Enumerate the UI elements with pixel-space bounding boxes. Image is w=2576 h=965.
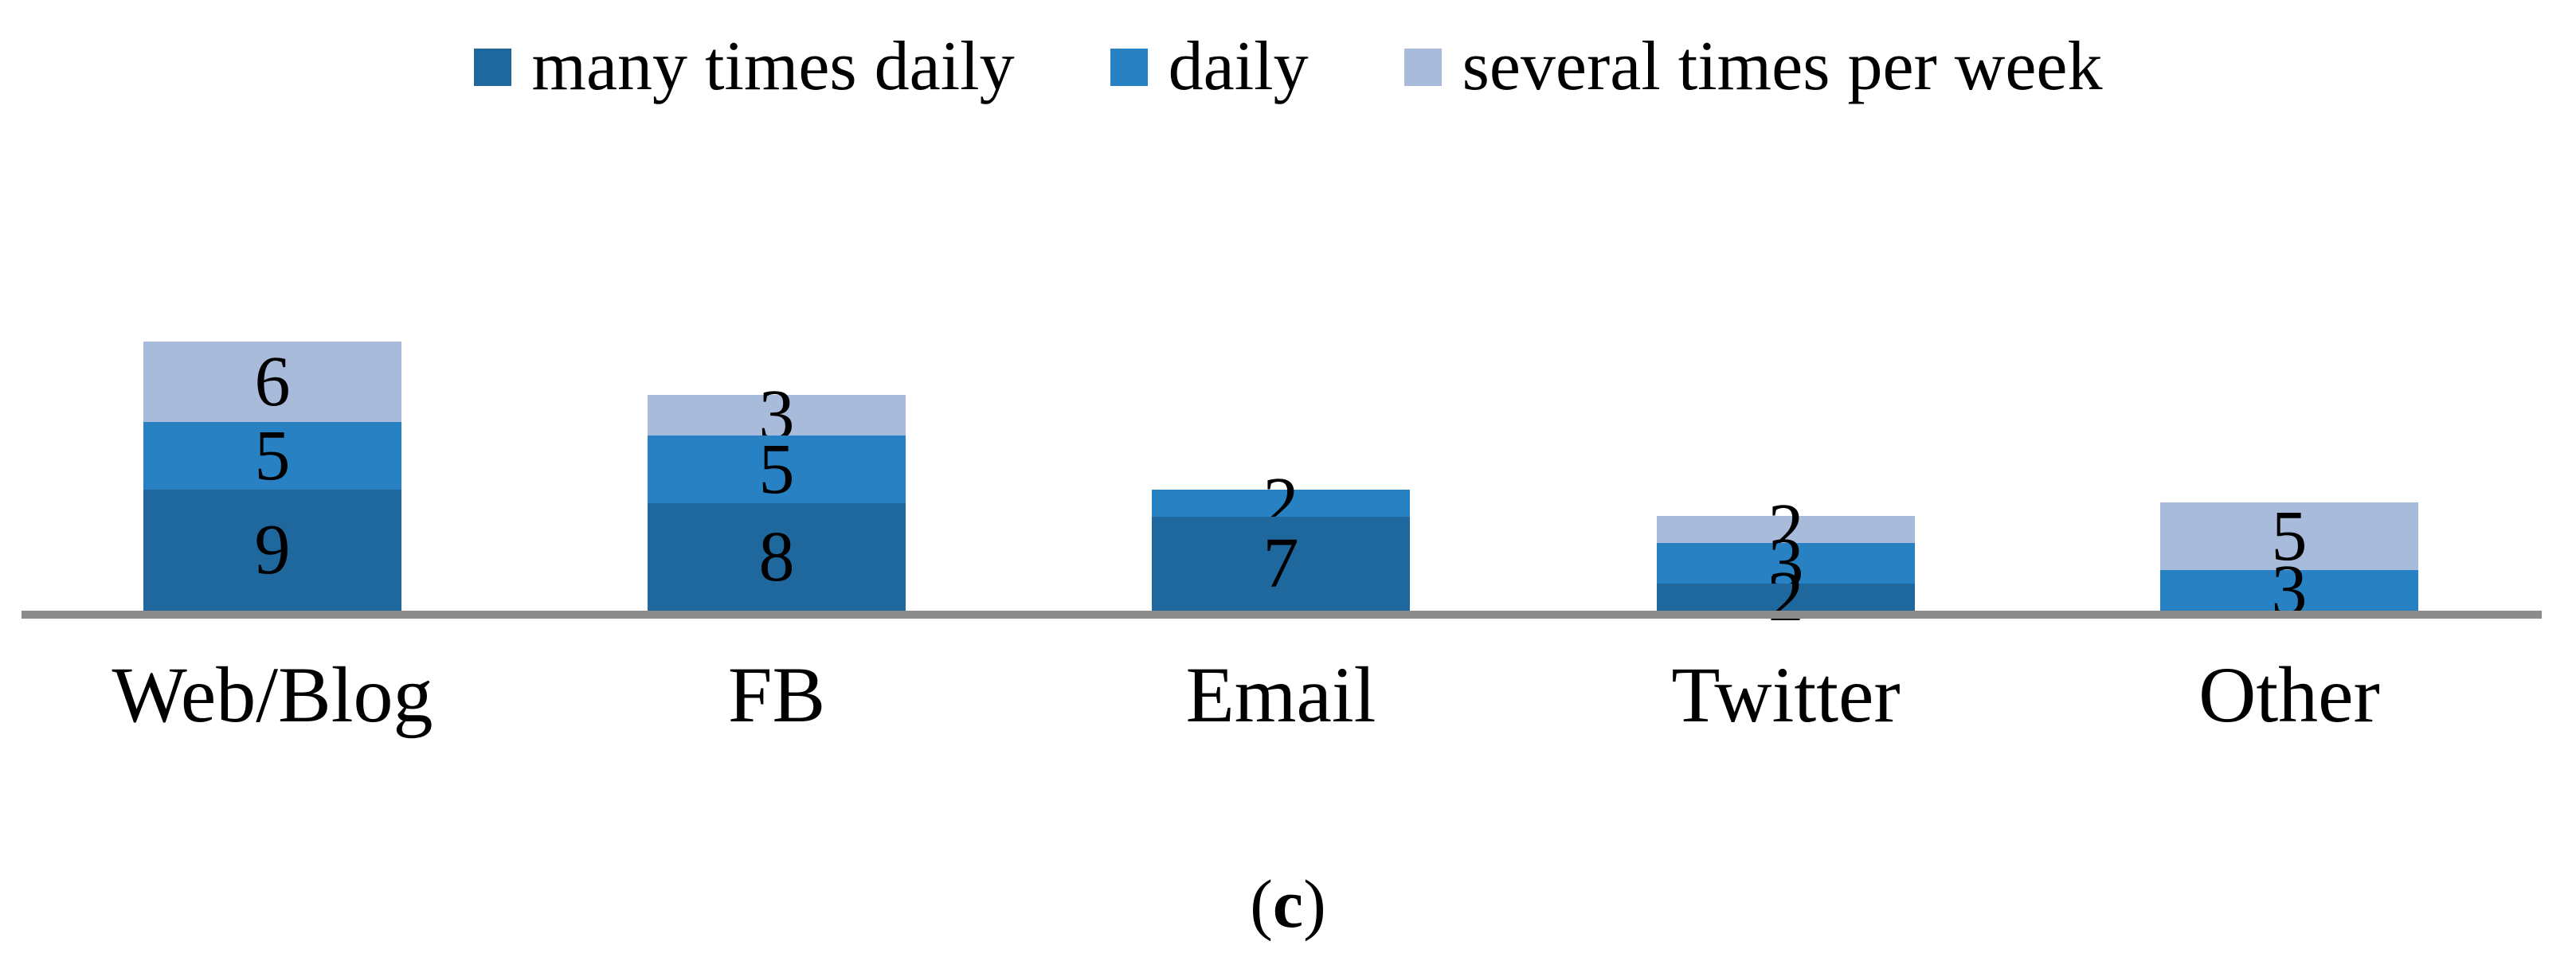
bar-segment-several-times-per-week: 2 — [1657, 494, 1915, 565]
bar-segment-several-times-per-week: 6 — [143, 342, 401, 422]
caption-paren-open: ( — [1250, 865, 1273, 942]
bar-value-label: 8 — [758, 517, 795, 596]
bar-segment-daily: 3 — [2160, 554, 2418, 626]
legend-item-many-times-daily: many times daily — [473, 28, 1015, 106]
bar-value-label: 5 — [2271, 496, 2308, 576]
bar-value-label: 9 — [254, 510, 291, 589]
bar-segment-many-times-daily: 8 — [648, 503, 906, 611]
category-label-other: Other — [2198, 650, 2380, 739]
legend-swatch-many-times-daily-icon — [473, 48, 511, 86]
category-label-fb: FB — [727, 650, 826, 739]
legend-item-several-times-per-week: several times per week — [1403, 28, 2103, 106]
bar-segment-many-times-daily: 9 — [143, 490, 401, 611]
legend-label: daily — [1168, 28, 1309, 105]
caption-paren-close: ) — [1303, 865, 1326, 942]
legend-swatch-daily-icon — [1110, 48, 1148, 86]
x-axis-line — [22, 611, 2542, 619]
legend-label: several times per week — [1462, 28, 2103, 105]
bar-segment-many-times-daily: 2 — [1657, 561, 1915, 633]
caption-letter: c — [1272, 865, 1304, 942]
legend: many times daily daily several times per… — [0, 28, 2576, 106]
legend-label: many times daily — [531, 28, 1015, 105]
bar-segment-daily: 3 — [1657, 527, 1915, 599]
bar-segment-daily: 5 — [143, 416, 401, 495]
bar-segment-daily: 2 — [1152, 467, 1410, 539]
category-label-email: Email — [1185, 650, 1376, 739]
category-label-web-blog: Web/Blog — [112, 650, 433, 739]
category-label-twitter: Twitter — [1671, 650, 1901, 739]
figure-caption: (c) — [0, 869, 2576, 938]
bar-segment-daily: 5 — [648, 429, 906, 509]
bar-value-label: 7 — [1263, 524, 1299, 603]
bar-segment-many-times-daily: 7 — [1152, 517, 1410, 611]
legend-item-daily: daily — [1110, 28, 1309, 106]
bar-value-label: 5 — [254, 416, 291, 495]
bar-value-label: 2 — [1768, 557, 1804, 636]
bar-value-label: 6 — [254, 342, 291, 421]
bar-value-label: 5 — [758, 429, 795, 509]
legend-swatch-several-times-per-week-icon — [1403, 48, 1442, 86]
bar-segment-several-times-per-week: 5 — [2160, 496, 2418, 576]
